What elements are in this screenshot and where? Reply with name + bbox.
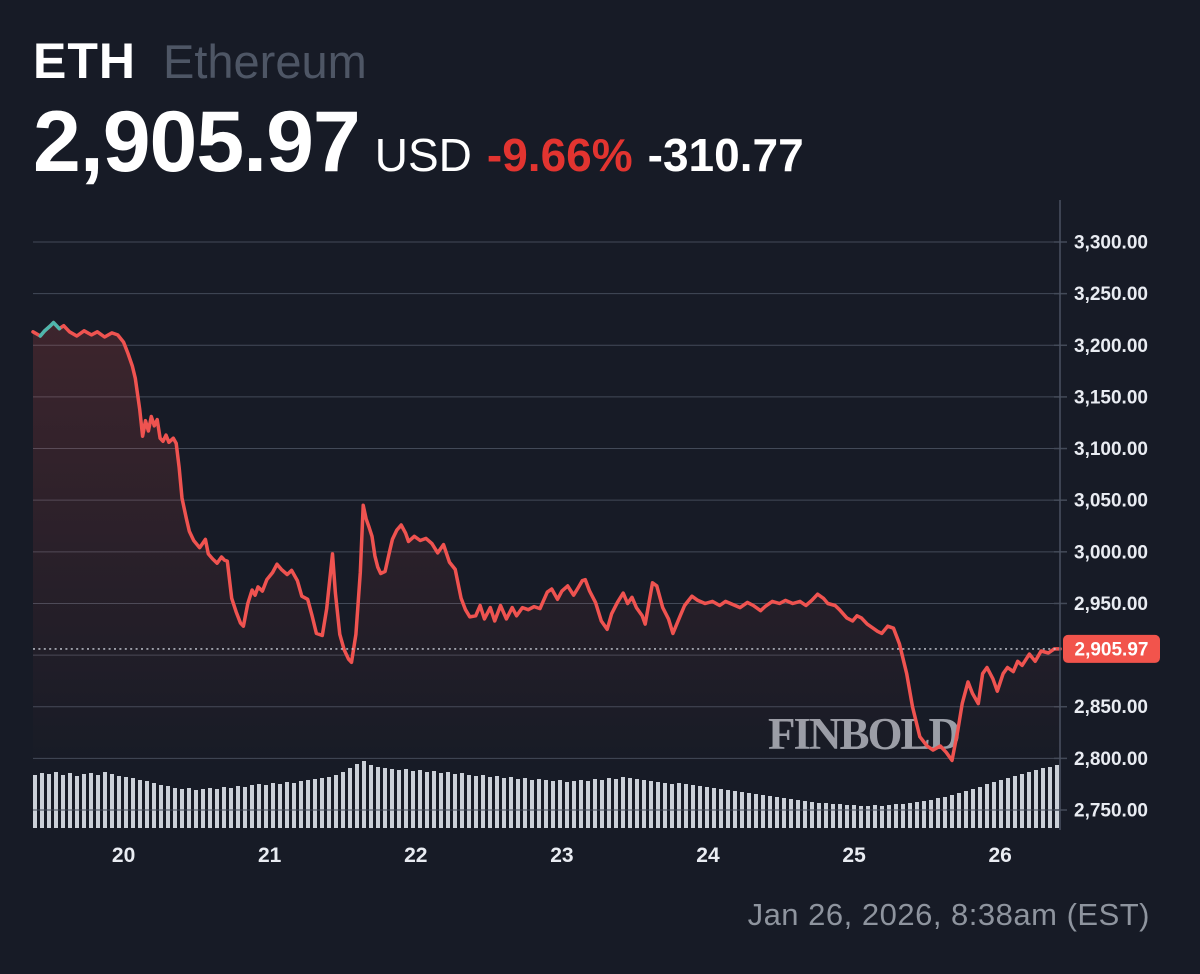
y-axis-label: 3,000.00 <box>1074 542 1148 563</box>
price-area-fill <box>33 322 1061 830</box>
y-axis-label: 2,850.00 <box>1074 697 1148 718</box>
x-axis-label: 26 <box>989 844 1012 867</box>
price-row: 2,905.97 USD -9.66% -310.77 <box>33 99 804 185</box>
y-axis-label: 3,150.00 <box>1074 387 1148 408</box>
y-axis-label: 2,750.00 <box>1074 801 1148 822</box>
asset-name: Ethereum <box>163 35 367 88</box>
y-axis-label: 2,800.00 <box>1074 749 1148 770</box>
x-axis-label: 20 <box>112 844 135 867</box>
current-price: 2,905.97 <box>33 94 361 190</box>
change-absolute: -310.77 <box>647 129 804 181</box>
change-percent: -9.66% <box>486 129 633 181</box>
price-line-teal-segment <box>38 320 62 338</box>
x-axis-label: 21 <box>258 844 282 867</box>
y-axis-label: 3,050.00 <box>1074 491 1148 512</box>
current-price-badge-label: 2,905.97 <box>1075 639 1149 660</box>
x-axis-label: 25 <box>842 844 866 867</box>
x-axis-label: 22 <box>404 844 427 867</box>
y-axis-label: 2,950.00 <box>1074 594 1148 615</box>
asset-title-row: ETH Ethereum <box>33 34 804 89</box>
asset-symbol: ETH <box>33 33 136 89</box>
y-axis-label: 3,100.00 <box>1074 439 1148 460</box>
y-axis-label: 3,250.00 <box>1074 284 1148 305</box>
current-price-badge <box>1063 634 1160 663</box>
x-axis-label: 23 <box>550 844 573 867</box>
header: ETH Ethereum 2,905.97 USD -9.66% -310.77 <box>33 34 804 186</box>
currency-label: USD <box>374 129 472 181</box>
price-line <box>31 320 1062 763</box>
x-axis-label: 24 <box>696 844 720 867</box>
y-axis-label: 3,200.00 <box>1074 336 1148 357</box>
timestamp: Jan 26, 2026, 8:38am (EST) <box>747 897 1150 932</box>
y-axis-label: 3,300.00 <box>1074 233 1148 254</box>
